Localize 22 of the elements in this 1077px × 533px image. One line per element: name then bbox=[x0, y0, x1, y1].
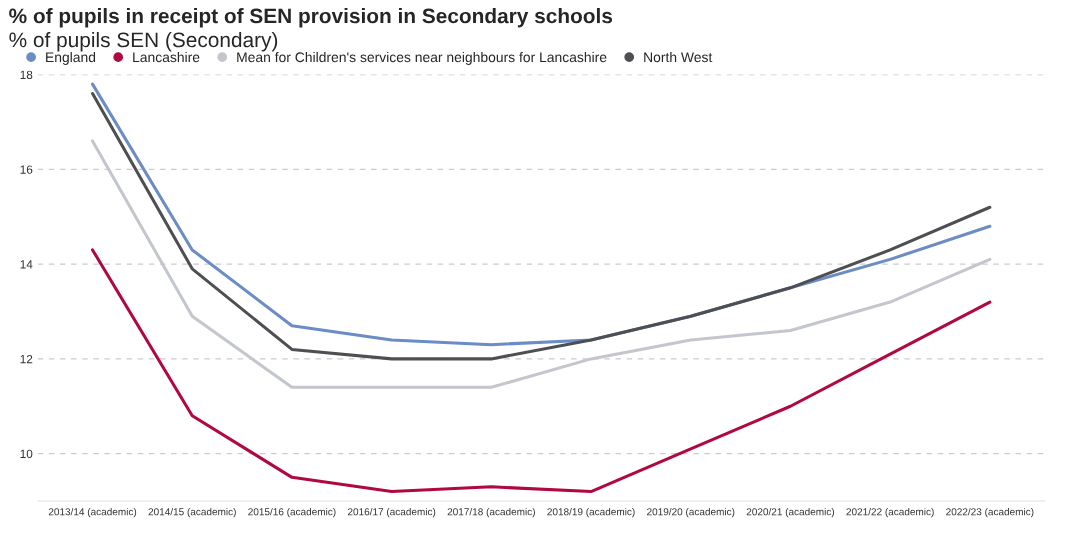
y-tick-label: 12 bbox=[20, 354, 33, 364]
y-tick-label: 14 bbox=[20, 260, 33, 269]
x-tick-label: 2022/23 (academic) bbox=[946, 507, 1034, 518]
x-tick-label: 2020/21 (academic) bbox=[746, 507, 835, 518]
x-tick-label: 2016/17 (academic) bbox=[347, 507, 436, 518]
x-tick-label: 2014/15 (academic) bbox=[148, 507, 236, 518]
legend-label: England bbox=[46, 51, 96, 65]
legend-label: North West bbox=[644, 51, 713, 63]
x-tick-label: 2019/20 (academic) bbox=[647, 507, 735, 518]
y-tick-label: 10 bbox=[20, 449, 33, 459]
legend-label: Lancashire bbox=[133, 51, 200, 63]
x-tick-label: 2015/16 (academic) bbox=[248, 507, 336, 518]
legend-label: Mean for Children's services near neighbours for Lancashire bbox=[237, 51, 607, 65]
x-tick-label: 2013/14 (academic) bbox=[48, 507, 137, 518]
line-series bbox=[91, 248, 992, 494]
y-tick-label: 18 bbox=[20, 70, 33, 80]
x-tick-label: 2018/19 (academic) bbox=[547, 507, 635, 518]
y-tick-label: 16 bbox=[20, 165, 33, 174]
chart-title: % of pupils in receipt of SEN provision in Secondary schools bbox=[9, 7, 613, 28]
x-tick-label: 2017/18 (academic) bbox=[447, 507, 535, 518]
chart-subtitle: % of pupils SEN (Secondary) bbox=[9, 31, 278, 52]
x-tick-label: 2021/22 (academic) bbox=[846, 507, 934, 518]
